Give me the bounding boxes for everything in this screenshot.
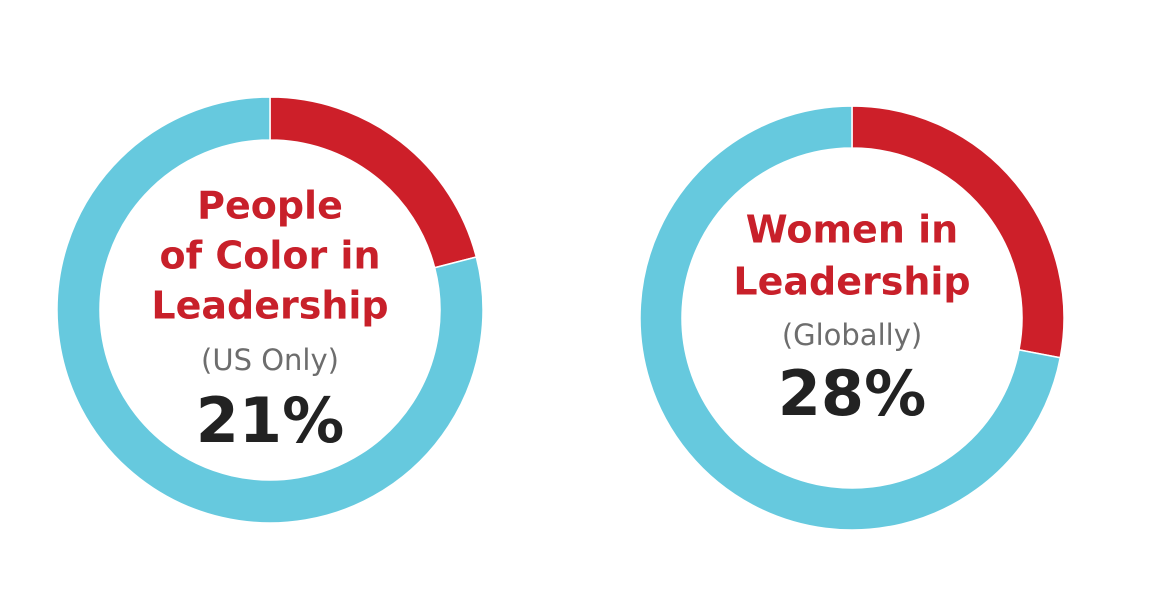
- donut-title: Leadership: [733, 260, 970, 304]
- donut-title: People: [197, 184, 343, 228]
- donut-segment: [639, 105, 1062, 531]
- value-label: 28%: [778, 357, 926, 430]
- donut-title: Women in: [746, 208, 958, 252]
- donut-title: Leadership: [151, 284, 388, 328]
- donut-segment: [56, 96, 484, 524]
- donut-title: of Color in: [159, 234, 380, 278]
- donut-subtitle: (US Only): [201, 343, 339, 377]
- donut-subtitle: (Globally): [782, 318, 922, 352]
- value-label: 21%: [196, 384, 344, 457]
